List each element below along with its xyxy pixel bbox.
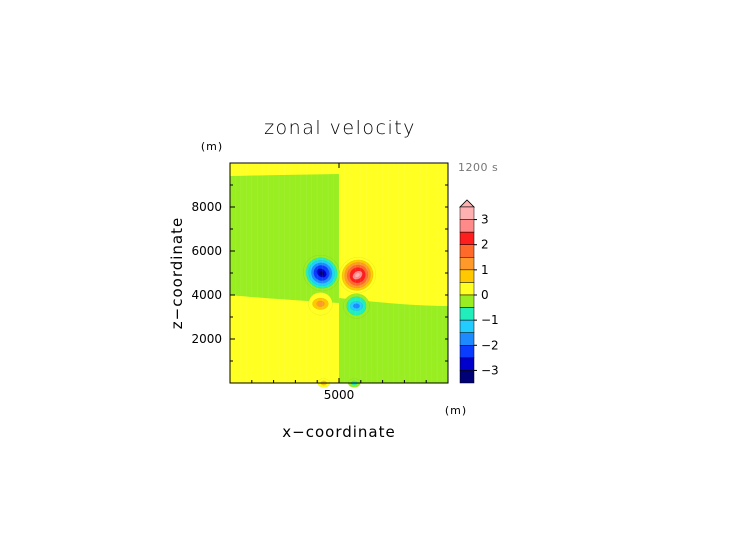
colorbar-swatch: [459, 231, 475, 245]
chart-title: zonal velocity: [264, 117, 416, 139]
x-tick-label: 5000: [324, 388, 355, 402]
colorbar-swatch: [459, 282, 475, 296]
colorbar-swatch: [459, 319, 475, 333]
contour-level: [352, 303, 360, 309]
y-axis-label: z−coordinate: [168, 217, 186, 329]
colorbar: 3 2 1 0 −1 −2 −3: [459, 199, 499, 384]
contour-level: [354, 272, 361, 278]
colorbar-tick-label: −2: [481, 338, 499, 352]
contour-level: [318, 270, 325, 276]
colorbar-swatch: [459, 244, 475, 258]
colorbar-swatch: [459, 294, 475, 308]
colorbar-swatch: [459, 345, 475, 359]
colorbar-swatch: [459, 307, 475, 321]
x-unit-label: (m): [445, 404, 467, 417]
vortex-4: [343, 293, 370, 319]
colorbar-tick-label: 1: [481, 263, 489, 277]
z-unit-label: (m): [201, 140, 223, 153]
time-label: 1200 s: [458, 161, 498, 174]
vortex-3: [308, 292, 333, 316]
vortex-1: [303, 254, 341, 292]
heatmap-field: [230, 163, 448, 388]
colorbar-tick-label: −3: [481, 363, 499, 377]
colorbar-swatch: [459, 357, 475, 371]
colorbar-tick-label: 0: [481, 288, 489, 302]
y-tick-label: 4000: [191, 288, 222, 302]
x-axis: 5000: [251, 163, 427, 402]
colorbar-extend-arrow: [459, 199, 475, 208]
y-axis: 2000 4000 6000 8000: [191, 184, 448, 362]
contour-level: [316, 300, 325, 307]
y-tick-label: 6000: [191, 244, 222, 258]
colorbar-swatch: [459, 370, 475, 384]
colorbar-swatch: [459, 332, 475, 346]
x-axis-label: x−coordinate: [282, 423, 395, 441]
colorbar-swatch: [459, 257, 475, 271]
y-tick-label: 2000: [191, 332, 222, 346]
y-tick-label: 8000: [191, 200, 222, 214]
colorbar-swatch: [459, 219, 475, 233]
colorbar-swatch: [459, 269, 475, 283]
vortex-2: [339, 257, 377, 294]
region-lower-right: [339, 298, 448, 383]
colorbar-tick-label: 3: [481, 213, 489, 227]
colorbar-swatch: [459, 206, 475, 220]
colorbar-tick-label: −1: [481, 313, 499, 327]
region-top-strip: [230, 163, 448, 176]
colorbar-tick-label: 2: [481, 238, 489, 252]
